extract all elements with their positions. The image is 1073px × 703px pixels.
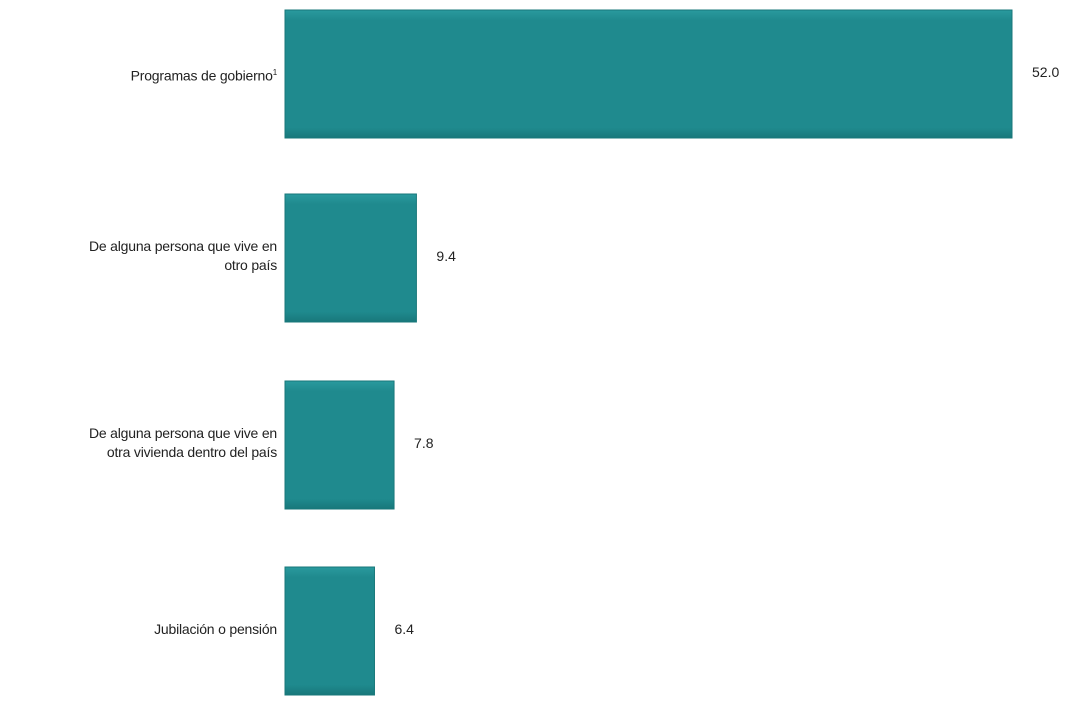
bar-4 <box>284 566 375 696</box>
value-label-4: 6.4 <box>394 621 414 637</box>
category-label-4: Jubilación o pensión <box>154 620 277 637</box>
value-label-2: 9.4 <box>436 248 456 264</box>
category-label-1: Programas de gobierno1 <box>130 67 278 84</box>
bar-2 <box>284 193 417 323</box>
bar-1 <box>284 9 1013 139</box>
category-label-2: De alguna persona que vive en otro país <box>88 238 277 273</box>
footnote-marker: 1 <box>272 67 277 77</box>
value-label-3: 7.8 <box>414 435 434 451</box>
bar-3 <box>284 380 395 510</box>
category-label-3: De alguna persona que vive en otra vivien… <box>88 425 277 460</box>
value-label-1: 52.0 <box>1032 64 1060 80</box>
